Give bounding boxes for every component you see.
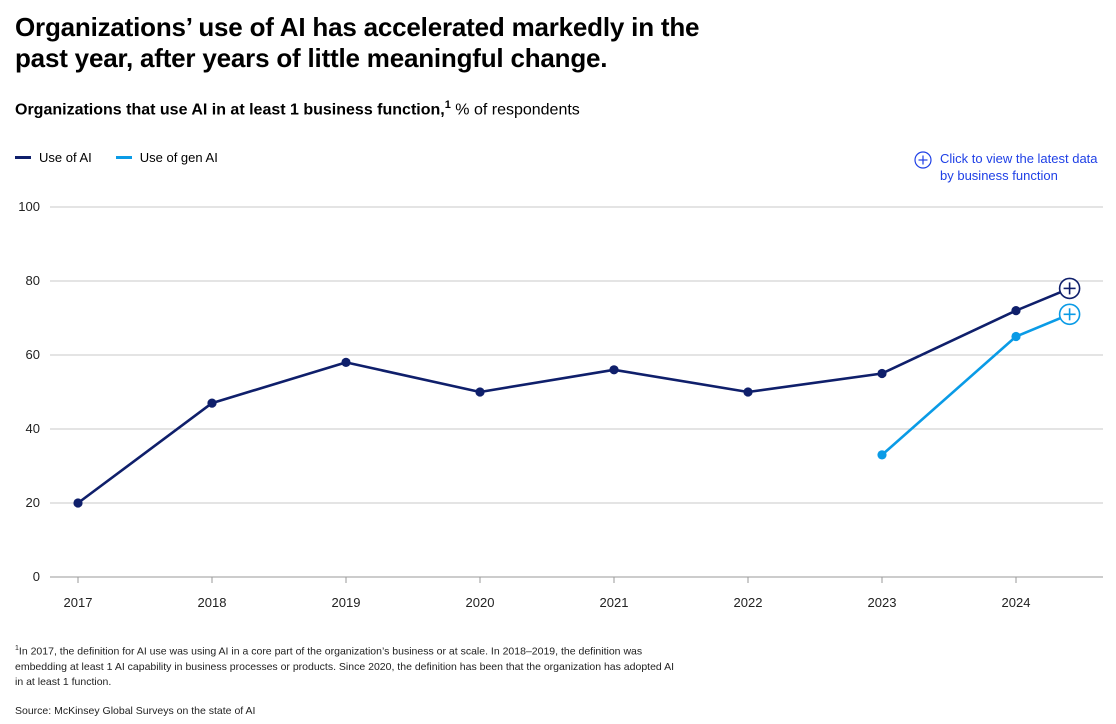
data-point-genai-2023 — [877, 450, 887, 460]
series — [73, 277, 1081, 508]
data-point-ai-2019 — [341, 357, 351, 367]
x-tick-label-2018: 2018 — [198, 595, 227, 610]
data-point-ai-2017 — [73, 498, 83, 508]
footnote-text: In 2017, the definition for AI use was u… — [15, 645, 675, 688]
subtitle-footnote-marker: 1 — [444, 99, 451, 111]
y-tick-label-40: 40 — [26, 421, 40, 436]
line-chart: 0 20 40 60 80 100 2017 2018 2019 2020 2021 2022 202… — [18, 199, 1103, 610]
gridlines — [50, 206, 1103, 578]
end-plus-marker-ai[interactable] — [1058, 277, 1081, 300]
data-point-ai-2022 — [743, 387, 753, 397]
series-line-genai — [880, 313, 1071, 457]
y-tick-label-100: 100 — [18, 199, 40, 214]
legend-item-ai: Use of AI — [15, 150, 92, 165]
x-tick-label-2017: 2017 — [64, 595, 93, 610]
x-tick-label-2024: 2024 — [1002, 595, 1031, 610]
x-tick-label-2019: 2019 — [332, 595, 361, 610]
series-line-ai — [76, 287, 1071, 505]
y-axis-ticks: 0 20 40 60 80 100 — [18, 199, 40, 584]
view-by-function-link[interactable]: Click to view the latest data by busines… — [914, 150, 1100, 184]
x-tick-label-2023: 2023 — [868, 595, 897, 610]
data-point-ai-2020 — [475, 387, 485, 397]
x-tick-label-2022: 2022 — [734, 595, 763, 610]
x-axis-ticks: 2017 2018 2019 2020 2021 2022 2023 2024 — [64, 577, 1031, 610]
y-tick-label-60: 60 — [26, 347, 40, 362]
chart-title: Organizations’ use of AI has accelerated… — [15, 12, 700, 73]
legend: Use of AI Use of gen AI — [15, 150, 218, 165]
legend-label-ai: Use of AI — [39, 150, 92, 165]
source-note: Source: McKinsey Global Surveys on the s… — [15, 705, 256, 717]
chart-subtitle: Organizations that use AI in at least 1 … — [15, 94, 580, 121]
x-tick-label-2020: 2020 — [466, 595, 495, 610]
legend-swatch-ai — [15, 156, 31, 159]
view-by-function-label: Click to view the latest data by busines… — [940, 151, 1098, 183]
data-point-ai-2023 — [877, 368, 887, 379]
x-tick-label-2021: 2021 — [600, 595, 629, 610]
data-point-ai-2021 — [609, 365, 619, 375]
y-tick-label-80: 80 — [26, 273, 40, 288]
data-point-ai-2018 — [207, 398, 217, 408]
y-tick-label-20: 20 — [26, 495, 40, 510]
data-point-ai-2024 — [1011, 306, 1021, 316]
end-plus-marker-genai[interactable] — [1058, 303, 1081, 326]
subtitle-bold: Organizations that use AI in at least 1 … — [15, 101, 445, 119]
circle-plus-icon — [914, 151, 932, 169]
subtitle-unit: % of respondents — [450, 101, 580, 119]
legend-swatch-genai — [115, 156, 132, 159]
y-tick-label-0: 0 — [33, 569, 40, 584]
footnote: 1In 2017, the definition for AI use was … — [15, 641, 675, 690]
legend-label-genai: Use of gen AI — [139, 150, 218, 165]
legend-item-genai: Use of gen AI — [115, 150, 218, 165]
data-point-genai-2024 — [1011, 331, 1021, 342]
footnote-marker: 1 — [15, 645, 19, 652]
